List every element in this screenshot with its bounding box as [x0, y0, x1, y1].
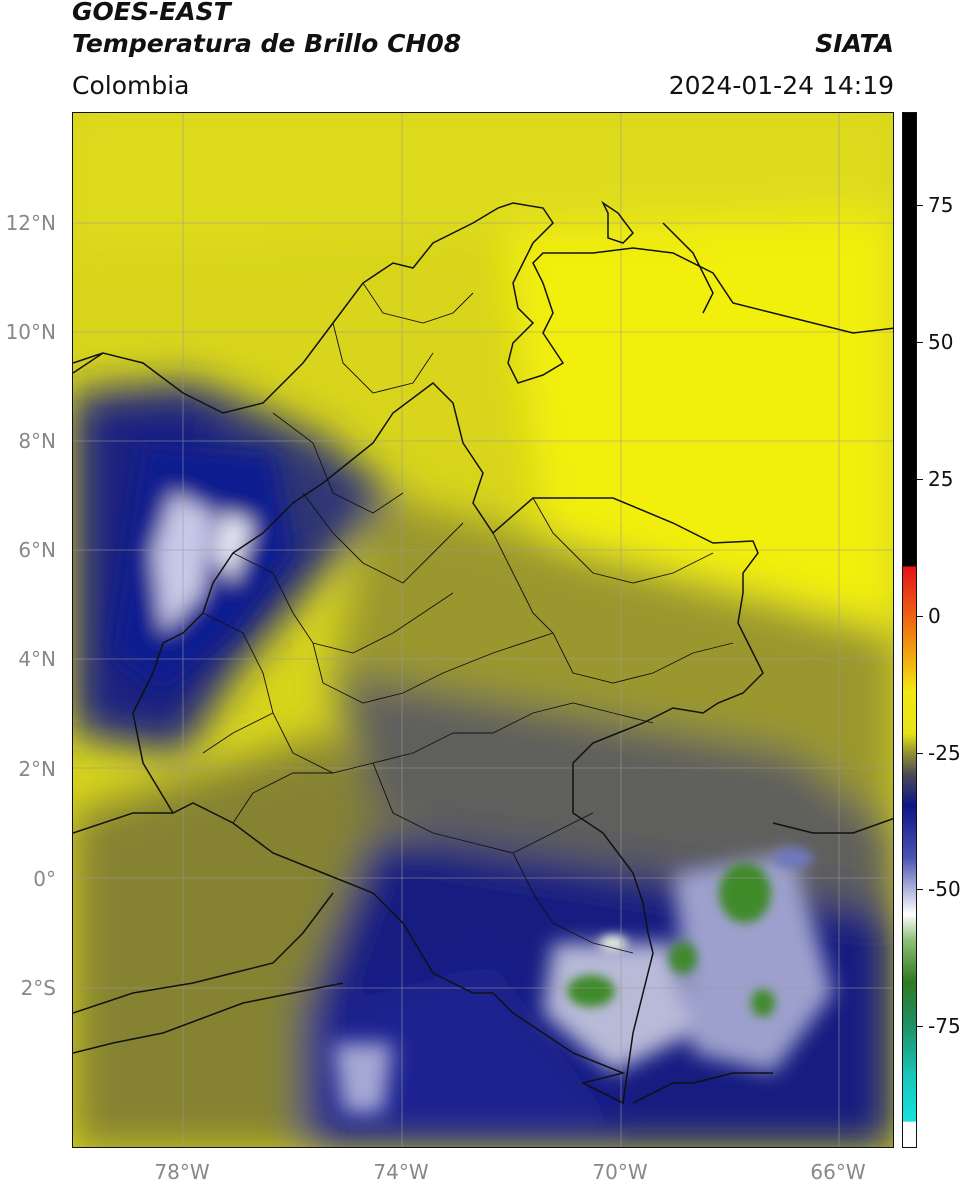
colorbar-tick [917, 205, 923, 206]
colorbar-tick [917, 753, 923, 754]
latitude-label: 0° [33, 867, 56, 891]
longitude-label: 78°W [154, 1160, 210, 1184]
latitude-label: 2°N [18, 757, 56, 781]
latitude-label: 6°N [18, 538, 56, 562]
region-label: Colombia [72, 71, 190, 100]
latitude-label: 8°N [18, 429, 56, 453]
latitude-label: 12°N [5, 211, 56, 235]
colorbar-tick [917, 1026, 923, 1027]
map-panel [72, 112, 894, 1148]
country-borders [73, 200, 893, 1105]
colorbar-label: -50 [928, 877, 961, 901]
title-satellite: GOES-EAST [72, 0, 231, 26]
colorbar-label: 50 [928, 330, 954, 354]
brand-label: SIATA [815, 29, 894, 58]
colorbar-tick [917, 616, 923, 617]
longitude-label: 70°W [592, 1160, 648, 1184]
colorbar-label: 25 [928, 467, 954, 491]
timestamp: 2024-01-24 14:19 [668, 71, 894, 100]
colorbar-tick [917, 889, 923, 890]
colorbar-tick [917, 479, 923, 480]
colorbar-label: -25 [928, 741, 961, 765]
graticule [73, 113, 893, 1147]
brightness-temperature-map [73, 113, 893, 1147]
colorbar-label: 75 [928, 193, 954, 217]
colorbar-label: -75 [928, 1014, 961, 1038]
cloud-tops [113, 443, 833, 1113]
latitude-label: 2°S [20, 976, 56, 1000]
title-product: Temperatura de Brillo CH08 [72, 29, 462, 58]
latitude-label: 4°N [18, 647, 56, 671]
colorbar [902, 112, 917, 1148]
colorbar-gradient [903, 113, 916, 1147]
longitude-label: 74°W [373, 1160, 429, 1184]
latitude-label: 10°N [5, 320, 56, 344]
department-borders [202, 282, 734, 954]
longitude-label: 66°W [810, 1160, 866, 1184]
colorbar-label: 0 [928, 604, 941, 628]
colorbar-tick [917, 342, 923, 343]
